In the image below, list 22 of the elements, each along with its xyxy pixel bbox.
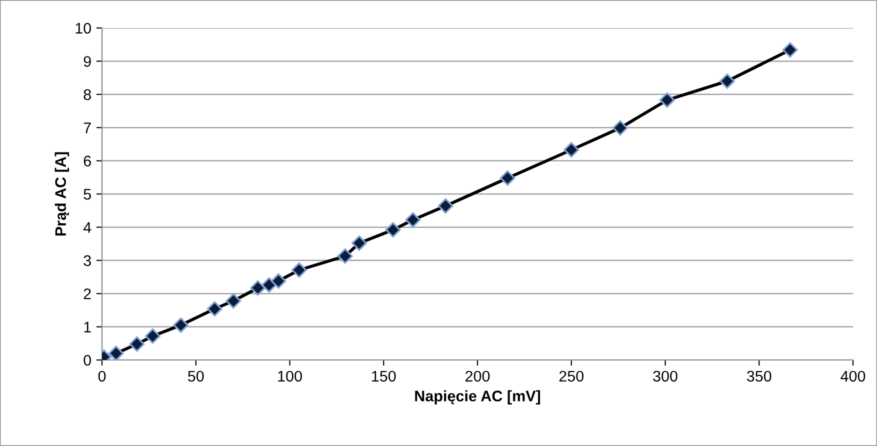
x-tick-label: 50 [188, 370, 204, 382]
y-tick-label: 1 [84, 322, 91, 332]
y-tick-label: 9 [84, 56, 91, 67]
y-tick-label: 3 [84, 255, 91, 266]
x-axis-title: Napięcie AC [mV] [415, 390, 540, 404]
x-tick-label: 100 [278, 370, 302, 382]
x-tick-label: 0 [98, 370, 106, 382]
x-tick-label: 200 [466, 370, 490, 382]
y-tick-label: 7 [84, 122, 91, 134]
x-tick-label: 250 [559, 370, 584, 382]
x-tick-label: 150 [372, 370, 396, 382]
y-tick-label: 6 [84, 156, 91, 166]
x-tick-label: 400 [840, 370, 866, 382]
x-tick-label: 300 [653, 370, 678, 382]
y-tick-label: 2 [84, 288, 91, 300]
y-axis-title: Prąd AC [A] [54, 152, 70, 236]
x-tick-label: 350 [746, 370, 772, 382]
y-tick-label: 8 [84, 89, 91, 100]
y-tick-label: 0 [84, 354, 91, 366]
y-tick-label: 4 [83, 222, 92, 233]
y-tick-label: 10 [76, 22, 91, 34]
y-tick-label: 5 [84, 189, 91, 200]
